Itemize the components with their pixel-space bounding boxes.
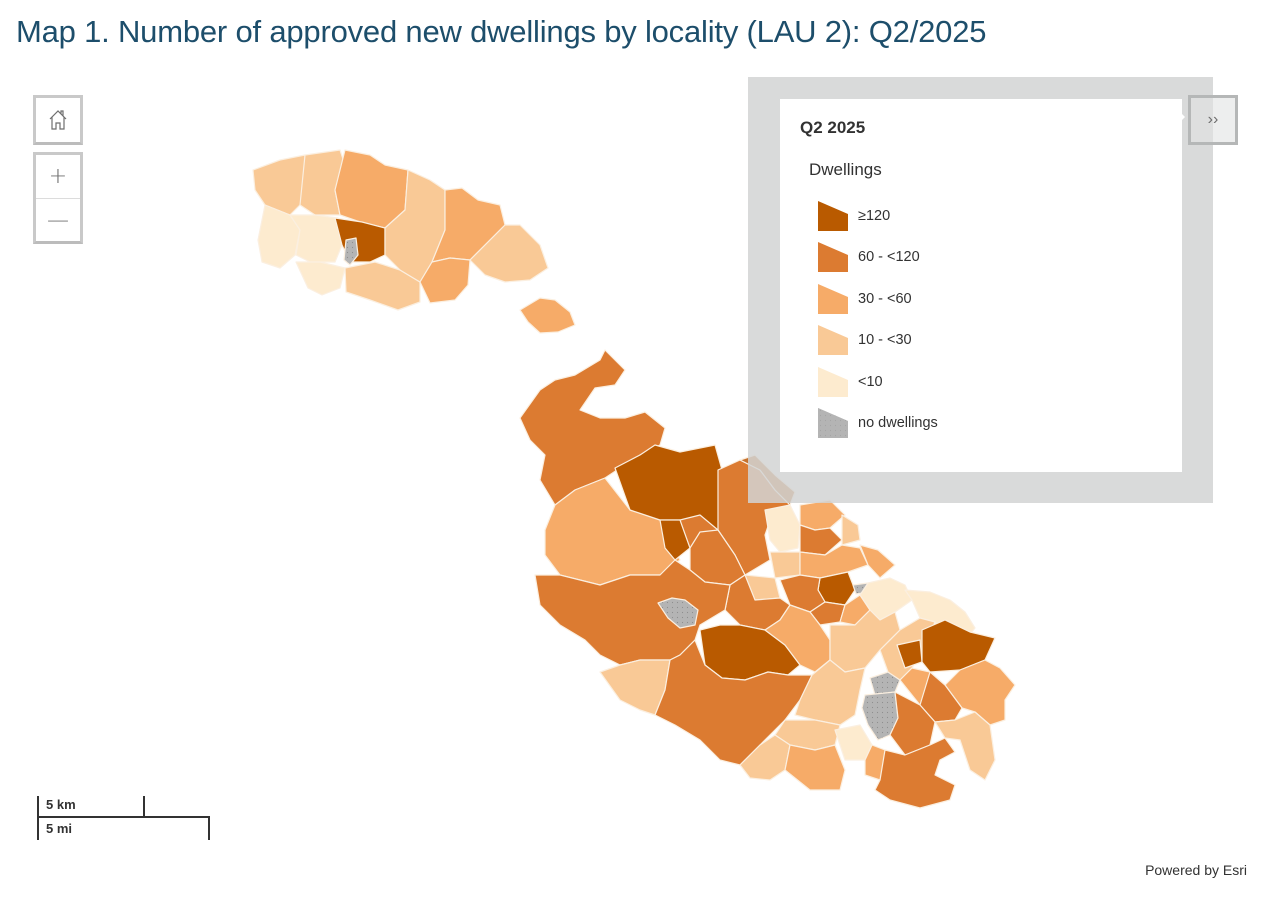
- legend-layer-name: Dwellings: [809, 160, 882, 179]
- choropleth-map[interactable]: [0, 70, 1272, 908]
- legend-label: no dwellings: [858, 415, 938, 432]
- scale-bar-line: [37, 816, 210, 818]
- locality: [784, 744, 846, 791]
- locality: [534, 559, 731, 666]
- malta-island: [519, 349, 1016, 809]
- legend-panel: Q2 2025 Dwellings ≥120 60 - <120 30 - <6…: [780, 99, 1182, 472]
- zoom-controls: + —: [33, 152, 83, 244]
- locality: [859, 544, 896, 579]
- legend-item: <10: [818, 361, 938, 403]
- locality: [469, 224, 549, 283]
- legend-label: 30 - <60: [858, 290, 912, 307]
- locality: [799, 499, 846, 531]
- locality: [874, 737, 956, 809]
- map-view[interactable]: + — Q2 2025 Dwellings ≥120 60 - <120 30 …: [0, 70, 1272, 908]
- zoom-out-button[interactable]: —: [36, 198, 80, 241]
- scale-bar-tick: [143, 796, 145, 817]
- locality: [794, 659, 866, 726]
- scale-bar-tick: [208, 816, 210, 840]
- scale-imperial-label: 5 mi: [46, 821, 73, 836]
- locality: [764, 504, 801, 553]
- home-button[interactable]: [33, 95, 83, 145]
- legend-collapse-button[interactable]: ››: [1188, 95, 1238, 145]
- legend-title: Q2 2025: [800, 118, 866, 137]
- legend-item: 60 - <120: [818, 237, 938, 279]
- legend-item: no dwellings: [818, 403, 938, 445]
- gozo-island: [252, 149, 549, 311]
- legend-label: ≥120: [858, 207, 891, 224]
- scale-metric-label: 5 km: [46, 797, 76, 812]
- locality: [295, 261, 346, 296]
- esri-attribution[interactable]: Powered by Esri: [1145, 862, 1247, 878]
- locality: [343, 237, 359, 266]
- legend-swatch-icon: [818, 408, 848, 439]
- locality: [519, 349, 666, 506]
- legend-item: 30 - <60: [818, 278, 938, 320]
- scale-bar: 5 km 5 mi: [37, 794, 217, 842]
- legend-label: <10: [858, 373, 883, 390]
- locality: [869, 671, 901, 696]
- legend-swatch-icon: [818, 283, 848, 314]
- legend-label: 60 - <120: [858, 249, 920, 266]
- legend-swatch-icon: [818, 200, 848, 231]
- locality: [289, 214, 343, 263]
- page-title: Map 1. Number of approved new dwellings …: [16, 14, 987, 49]
- locality: [419, 257, 471, 304]
- zoom-in-button[interactable]: +: [36, 155, 80, 198]
- legend-pointer: [1176, 108, 1185, 126]
- legend-label: 10 - <30: [858, 332, 912, 349]
- locality: [344, 261, 421, 311]
- legend-item: ≥120: [818, 195, 938, 237]
- legend-item: 10 - <30: [818, 320, 938, 362]
- home-icon: [49, 110, 67, 130]
- locality: [769, 551, 801, 579]
- plus-icon: +: [48, 164, 68, 189]
- locality: [657, 597, 699, 629]
- legend-swatch-icon: [818, 242, 848, 273]
- legend-swatch-icon: [818, 366, 848, 397]
- legend-items: ≥120 60 - <120 30 - <60 10 - <30 <10 no …: [818, 195, 938, 444]
- locality: [944, 659, 1016, 726]
- locality: [252, 154, 306, 216]
- locality: [334, 149, 409, 229]
- double-chevron-right-icon: ››: [1207, 111, 1219, 128]
- locality: [834, 724, 873, 761]
- comino-island: [519, 297, 576, 334]
- minus-icon: —: [47, 207, 69, 233]
- legend-swatch-icon: [818, 325, 848, 356]
- scale-bar-tick: [37, 796, 39, 840]
- locality: [934, 711, 996, 781]
- locality: [841, 514, 861, 546]
